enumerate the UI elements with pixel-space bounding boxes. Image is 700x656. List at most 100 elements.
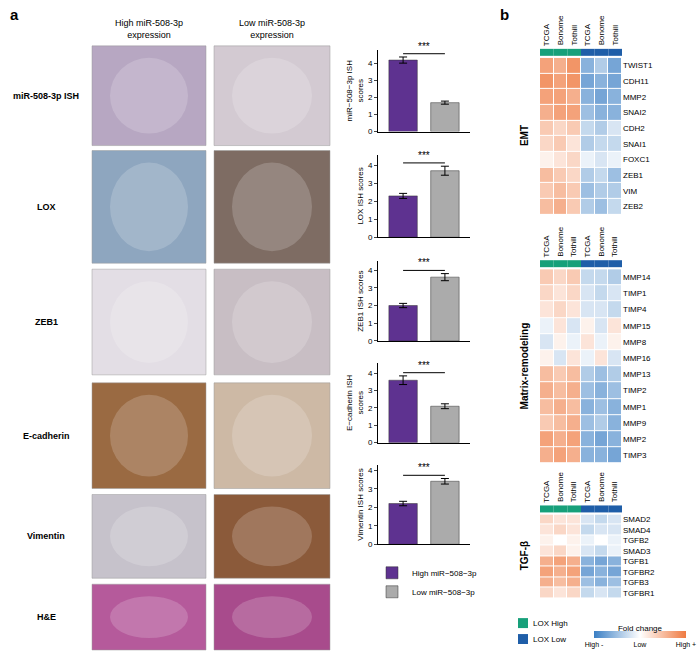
svg-text:TIMP4: TIMP4 xyxy=(623,305,647,314)
svg-text:2: 2 xyxy=(368,503,373,512)
svg-text:Vimentin: Vimentin xyxy=(27,531,65,541)
svg-text:Low: Low xyxy=(634,641,648,648)
svg-text:1: 1 xyxy=(368,421,373,430)
svg-text:***: *** xyxy=(418,462,430,473)
svg-text:TCGA: TCGA xyxy=(542,23,551,46)
svg-text:3: 3 xyxy=(368,284,373,293)
svg-text:miR−508−3p ISHscores: miR−508−3p ISHscores xyxy=(345,60,364,122)
svg-text:1: 1 xyxy=(368,110,373,119)
svg-text:MMP15: MMP15 xyxy=(623,322,651,331)
svg-text:2: 2 xyxy=(368,93,373,102)
svg-text:Fold change: Fold change xyxy=(618,624,663,633)
svg-text:Tothill: Tothill xyxy=(569,481,578,502)
svg-text:0: 0 xyxy=(368,127,373,136)
svg-text:2: 2 xyxy=(368,404,373,413)
svg-text:4: 4 xyxy=(368,266,373,275)
svg-text:TIMP1: TIMP1 xyxy=(623,289,647,298)
svg-text:E-cadherin: E-cadherin xyxy=(23,431,70,441)
svg-text:3: 3 xyxy=(368,179,373,188)
svg-text:SMAD4: SMAD4 xyxy=(623,526,651,535)
svg-text:ZEB1 ISH scores: ZEB1 ISH scores xyxy=(356,270,365,331)
svg-text:SNAI2: SNAI2 xyxy=(623,108,647,117)
svg-text:TGFBR1: TGFBR1 xyxy=(623,589,655,598)
svg-text:TCGA: TCGA xyxy=(583,235,592,258)
svg-text:***: *** xyxy=(418,41,430,52)
svg-text:***: *** xyxy=(418,257,430,268)
svg-text:0: 0 xyxy=(368,540,373,549)
svg-text:TGFB1: TGFB1 xyxy=(623,557,649,566)
svg-text:1: 1 xyxy=(368,319,373,328)
svg-text:CDH2: CDH2 xyxy=(623,124,645,133)
svg-text:VIM: VIM xyxy=(623,187,638,196)
svg-text:Bonome: Bonome xyxy=(556,472,565,502)
svg-text:Low miR−508−3p: Low miR−508−3p xyxy=(412,588,475,597)
svg-text:ZEB1: ZEB1 xyxy=(35,317,58,327)
svg-text:TIMP3: TIMP3 xyxy=(623,451,647,460)
svg-text:EMT: EMT xyxy=(519,125,530,146)
svg-text:a: a xyxy=(10,6,19,23)
svg-text:0: 0 xyxy=(368,438,373,447)
svg-text:4: 4 xyxy=(368,466,373,475)
svg-text:MMP2: MMP2 xyxy=(623,435,647,444)
svg-text:b: b xyxy=(500,6,509,23)
svg-text:1: 1 xyxy=(368,522,373,531)
svg-text:ZEB1: ZEB1 xyxy=(623,171,644,180)
svg-text:4: 4 xyxy=(368,369,373,378)
svg-text:TCGA: TCGA xyxy=(583,23,592,46)
svg-text:High -: High - xyxy=(585,641,604,649)
svg-text:TCGA: TCGA xyxy=(542,480,551,503)
svg-text:Bonome: Bonome xyxy=(597,226,606,256)
svg-text:High miR-508-3pexpression: High miR-508-3pexpression xyxy=(115,18,183,40)
svg-text:4: 4 xyxy=(368,161,373,170)
svg-text:SNAI1: SNAI1 xyxy=(623,140,647,149)
svg-text:***: *** xyxy=(418,150,430,161)
svg-text:LOX High: LOX High xyxy=(533,619,568,628)
svg-text:MMP1: MMP1 xyxy=(623,403,647,412)
svg-text:3: 3 xyxy=(368,76,373,85)
svg-text:MMP2: MMP2 xyxy=(623,93,647,102)
svg-text:3: 3 xyxy=(368,484,373,493)
svg-text:Low miR-508-3pexpression: Low miR-508-3pexpression xyxy=(239,18,305,40)
svg-text:ZEB2: ZEB2 xyxy=(623,202,644,211)
svg-text:SMAD2: SMAD2 xyxy=(623,515,651,524)
svg-text:Bonome: Bonome xyxy=(597,15,606,45)
svg-text:Bonome: Bonome xyxy=(556,15,565,45)
svg-text:TGFB3: TGFB3 xyxy=(623,578,649,587)
svg-text:4: 4 xyxy=(368,59,373,68)
svg-text:LOX: LOX xyxy=(37,202,56,212)
svg-text:3: 3 xyxy=(368,386,373,395)
svg-text:High +: High + xyxy=(676,641,696,649)
svg-text:MMP8: MMP8 xyxy=(623,338,647,347)
svg-text:MMP9: MMP9 xyxy=(623,419,647,428)
svg-text:TIMP2: TIMP2 xyxy=(623,386,647,395)
svg-text:MMP13: MMP13 xyxy=(623,370,651,379)
svg-text:2: 2 xyxy=(368,197,373,206)
svg-text:LOX ISH scores: LOX ISH scores xyxy=(356,167,365,224)
svg-text:Bonome: Bonome xyxy=(597,472,606,502)
svg-text:Matrix-remodeling: Matrix-remodeling xyxy=(519,323,530,410)
svg-text:CDH11: CDH11 xyxy=(623,77,649,86)
svg-text:MMP14: MMP14 xyxy=(623,273,651,282)
svg-text:TCGA: TCGA xyxy=(542,235,551,258)
svg-text:0: 0 xyxy=(368,233,373,242)
svg-text:TGFB2: TGFB2 xyxy=(623,536,649,545)
svg-text:SMAD3: SMAD3 xyxy=(623,547,651,556)
svg-text:TWIST1: TWIST1 xyxy=(623,61,653,70)
svg-text:MMP16: MMP16 xyxy=(623,354,651,363)
svg-text:TCGA: TCGA xyxy=(583,480,592,503)
svg-text:Tothill: Tothill xyxy=(611,25,620,46)
svg-text:1: 1 xyxy=(368,215,373,224)
svg-text:Tothill: Tothill xyxy=(570,25,579,46)
svg-text:Tothill: Tothill xyxy=(569,236,578,257)
svg-text:High miR−508−3p: High miR−508−3p xyxy=(412,569,477,578)
svg-text:FOXC1: FOXC1 xyxy=(623,155,650,164)
svg-text:Tothill: Tothill xyxy=(610,481,619,502)
svg-text:***: *** xyxy=(418,360,430,371)
svg-text:TGFBR2: TGFBR2 xyxy=(623,568,655,577)
svg-text:TGF-β: TGF-β xyxy=(519,541,530,570)
svg-text:0: 0 xyxy=(368,337,373,346)
svg-text:LOX Low: LOX Low xyxy=(533,635,566,644)
svg-text:Vimentin ISH scores: Vimentin ISH scores xyxy=(356,468,365,540)
svg-text:H&E: H&E xyxy=(37,612,56,622)
svg-text:Tothill: Tothill xyxy=(610,236,619,257)
